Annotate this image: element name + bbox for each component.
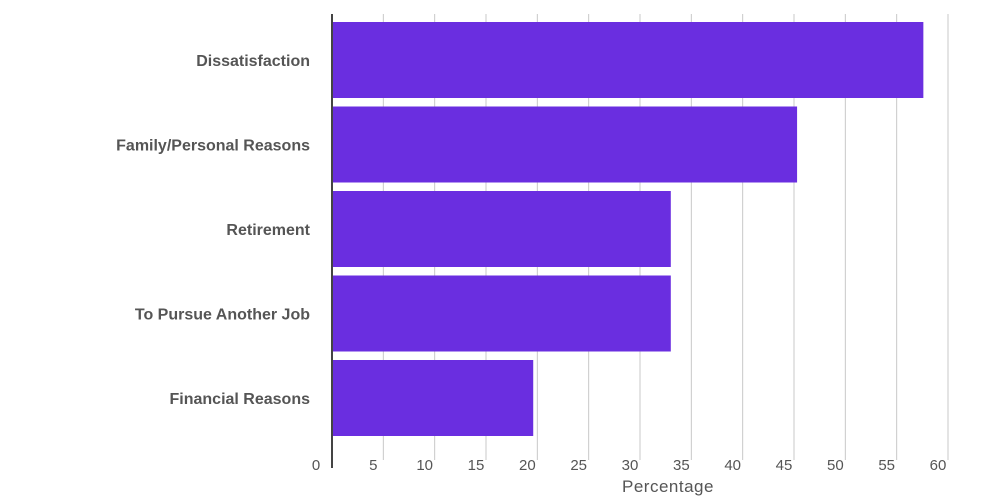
category-label: Dissatisfaction [196,53,310,70]
x-tick-label-25: 25 [570,457,587,474]
x-tick-label-45: 45 [776,457,793,474]
x-tick-label-50: 50 [827,457,844,474]
bar-dissatisfaction [332,22,924,98]
x-tick-label-10: 10 [416,457,433,474]
category-label: Retirement [226,222,310,239]
category-label: Family/Personal Reasons [116,138,310,155]
x-tick-label-5: 5 [369,457,377,474]
category-labels: Dissatisfaction Family/Personal Reasons Re… [116,53,311,408]
bar-retirement [332,191,671,267]
bar-financial-reasons [332,360,534,436]
x-axis-title: Percentage [622,477,714,496]
x-tick-label-30: 30 [622,457,639,474]
x-tick-labels: 0 5 10 15 20 25 30 35 40 45 50 55 60 [312,457,947,474]
bars [332,22,924,436]
x-tick-label-60: 60 [930,457,947,474]
category-label: To Pursue Another Job [135,307,310,324]
category-label: Financial Reasons [170,391,311,408]
x-tick-label-20: 20 [519,457,536,474]
x-tick-label-0: 0 [312,457,320,474]
x-tick-label-35: 35 [673,457,690,474]
x-tick-label-15: 15 [468,457,485,474]
x-tick-label-40: 40 [724,457,741,474]
bar-family-personal-reasons [332,106,798,183]
bar-to-pursue-another-job [332,275,671,352]
x-tick-label-55: 55 [878,457,895,474]
